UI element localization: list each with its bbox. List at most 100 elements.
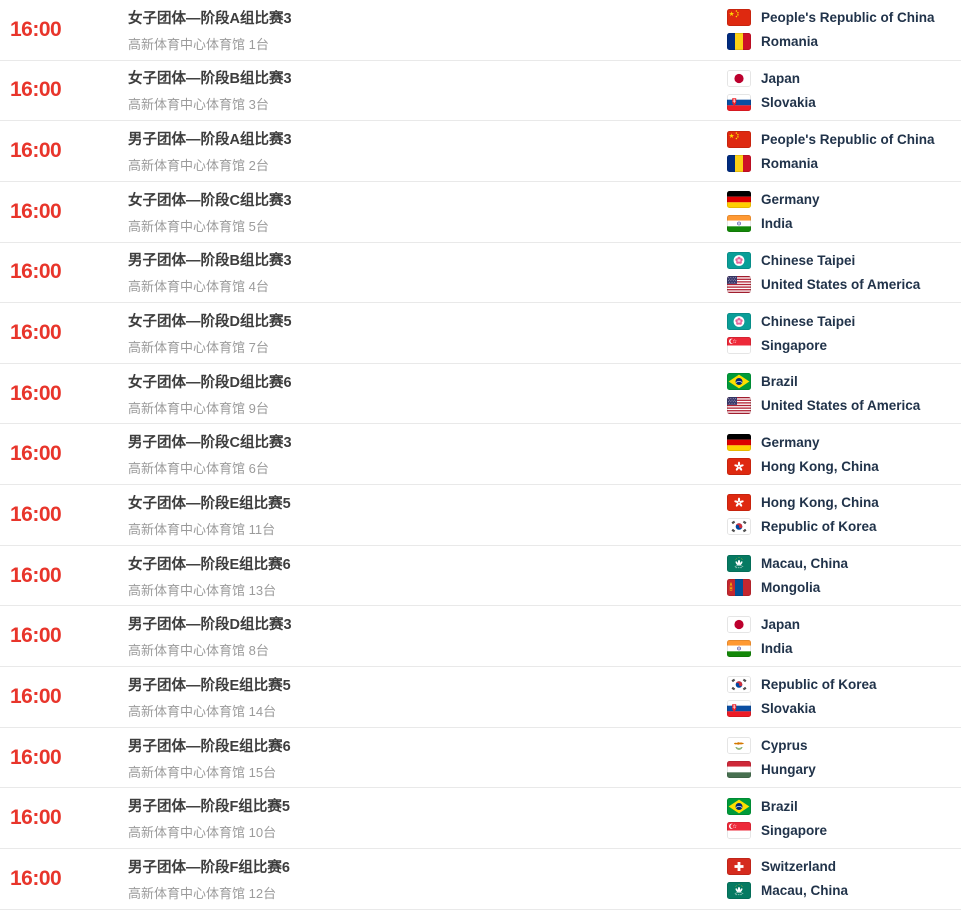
time-column: 16:00 [0,685,128,709]
match-venue: 高新体育中心体育馆 14台 [128,703,277,719]
schedule-row[interactable]: 16:00 女子团体—阶段D组比赛5 高新体育中心体育馆 7台 Chinese … [0,303,961,364]
match-column: 男子团体—阶段D组比赛3 高新体育中心体育馆 8台 [128,613,727,659]
teams-column: Switzerland Macau, China [727,858,961,900]
match-column: 女子团体—阶段D组比赛5 高新体育中心体育馆 7台 [128,310,727,356]
match-time: 16:00 [10,624,62,648]
team-line: Germany [727,433,961,451]
match-time: 16:00 [10,321,62,345]
team-name: Macau, China [761,883,849,899]
match-time: 16:00 [10,502,62,526]
team-name: Chinese Taipei [761,252,856,268]
schedule-row[interactable]: 16:00 男子团体—阶段E组比赛6 高新体育中心体育馆 15台 Cyprus … [0,727,961,789]
schedule-row[interactable]: 16:00 女子团体—阶段E组比赛5 高新体育中心体育馆 11台 Hong Ko… [0,485,961,546]
match-time: 16:00 [10,199,62,223]
schedule-row[interactable]: 16:00 女子团体—阶段C组比赛3 高新体育中心体育馆 5台 Germany … [0,181,961,243]
team-name: Slovakia [761,701,816,717]
match-time: 16:00 [10,442,62,466]
team-line: Japan [727,69,961,87]
team-line: Romania [727,33,961,51]
flag-bra-icon [727,373,751,391]
team-name: Hong Kong, China [761,495,879,511]
schedule-row[interactable]: 16:00 男子团体—阶段F组比赛5 高新体育中心体育馆 10台 Brazil … [0,788,961,849]
teams-column: People's Republic of China Romania [727,130,961,172]
flag-hkg-icon [727,457,751,475]
teams-column: Chinese Taipei United States of America [727,251,961,293]
match-time: 16:00 [10,684,62,708]
time-column: 16:00 [0,503,128,527]
team-name: India [761,216,793,232]
flag-usa-icon [727,275,751,293]
match-column: 男子团体—阶段B组比赛3 高新体育中心体育馆 4台 [128,249,727,295]
team-line: Switzerland [727,858,961,876]
team-line: Chinese Taipei [727,312,961,330]
flag-sui-icon [727,858,751,876]
match-venue: 高新体育中心体育馆 2台 [128,158,269,174]
flag-kor-icon [727,518,751,536]
team-name: Brazil [761,798,798,814]
team-name: Brazil [761,374,798,390]
schedule-row[interactable]: 16:00 女子团体—阶段B组比赛3 高新体育中心体育馆 3台 Japan Sl… [0,60,961,122]
schedule-row[interactable]: 16:00 男子团体—阶段B组比赛3 高新体育中心体育馆 4台 Chinese … [0,242,961,304]
team-line: Cyprus [727,737,961,754]
team-name: Germany [761,434,820,450]
flag-hun-icon [727,761,751,778]
match-time: 16:00 [10,745,62,769]
match-venue: 高新体育中心体育馆 9台 [128,400,269,416]
team-line: Hong Kong, China [727,457,961,475]
team-line: Slovakia [727,93,961,111]
flag-rou-icon [727,154,751,172]
team-name: Republic of Korea [761,677,877,693]
match-title: 男子团体—阶段F组比赛5 [128,799,290,816]
flag-tpe-icon [727,312,751,330]
match-title: 女子团体—阶段B组比赛3 [128,71,292,88]
team-line: United States of America [727,397,961,415]
match-title: 男子团体—阶段A组比赛3 [128,132,292,149]
teams-column: Japan Slovakia [727,69,961,111]
match-venue: 高新体育中心体育馆 5台 [128,218,269,234]
time-column: 16:00 [0,806,128,830]
team-name: Mongolia [761,580,821,596]
schedule-row[interactable]: 16:00 男子团体—阶段C组比赛3 高新体育中心体育馆 6台 Germany … [0,424,961,486]
team-name: Germany [761,192,820,208]
team-name: People's Republic of China [761,10,935,26]
team-line: India [727,639,961,657]
schedule-row[interactable]: 16:00 男子团体—阶段A组比赛3 高新体育中心体育馆 2台 People's… [0,121,961,182]
team-line: India [727,215,961,233]
team-line: United States of America [727,275,961,293]
schedule-row[interactable]: 16:00 男子团体—阶段F组比赛6 高新体育中心体育馆 12台 Switzer… [0,848,961,910]
schedule-row[interactable]: 16:00 女子团体—阶段A组比赛3 高新体育中心体育馆 1台 People's… [0,0,961,61]
match-venue: 高新体育中心体育馆 3台 [128,97,269,113]
team-line: Hong Kong, China [727,494,961,512]
match-venue: 高新体育中心体育馆 11台 [128,521,276,537]
match-venue: 高新体育中心体育馆 12台 [128,885,277,901]
match-title: 男子团体—阶段B组比赛3 [128,253,292,270]
match-title: 男子团体—阶段C组比赛3 [128,435,292,452]
time-column: 16:00 [0,867,128,891]
flag-chn-icon [727,9,751,27]
teams-column: Germany India [727,191,961,233]
schedule-row[interactable]: 16:00 女子团体—阶段D组比赛6 高新体育中心体育馆 9台 Brazil U… [0,363,961,425]
flag-ger-icon [727,433,751,451]
match-venue: 高新体育中心体育馆 4台 [128,279,269,295]
match-column: 女子团体—阶段C组比赛3 高新体育中心体育馆 5台 [128,189,727,235]
flag-mac-icon [727,882,751,900]
schedule-row[interactable]: 16:00 男子团体—阶段D组比赛3 高新体育中心体育馆 8台 Japan In… [0,606,961,668]
time-column: 16:00 [0,564,128,588]
match-venue: 高新体育中心体育馆 1台 [128,36,269,52]
match-time: 16:00 [10,866,62,890]
flag-ind-icon [727,639,751,657]
flag-jpn-icon [727,69,751,87]
time-column: 16:00 [0,139,128,163]
flag-cyp-icon [727,737,751,754]
match-column: 男子团体—阶段A组比赛3 高新体育中心体育馆 2台 [128,128,727,174]
match-title: 男子团体—阶段E组比赛6 [128,738,291,755]
team-line: Chinese Taipei [727,251,961,269]
match-title: 女子团体—阶段E组比赛5 [128,495,291,512]
match-venue: 高新体育中心体育馆 10台 [128,825,277,841]
team-name: Japan [761,616,801,632]
team-name: Singapore [761,822,828,838]
schedule-row[interactable]: 16:00 女子团体—阶段E组比赛6 高新体育中心体育馆 13台 Macau, … [0,545,961,607]
schedule-row[interactable]: 16:00 男子团体—阶段E组比赛5 高新体育中心体育馆 14台 Republi… [0,667,961,728]
team-line: Republic of Korea [727,518,961,536]
team-name: Chinese Taipei [761,313,856,329]
